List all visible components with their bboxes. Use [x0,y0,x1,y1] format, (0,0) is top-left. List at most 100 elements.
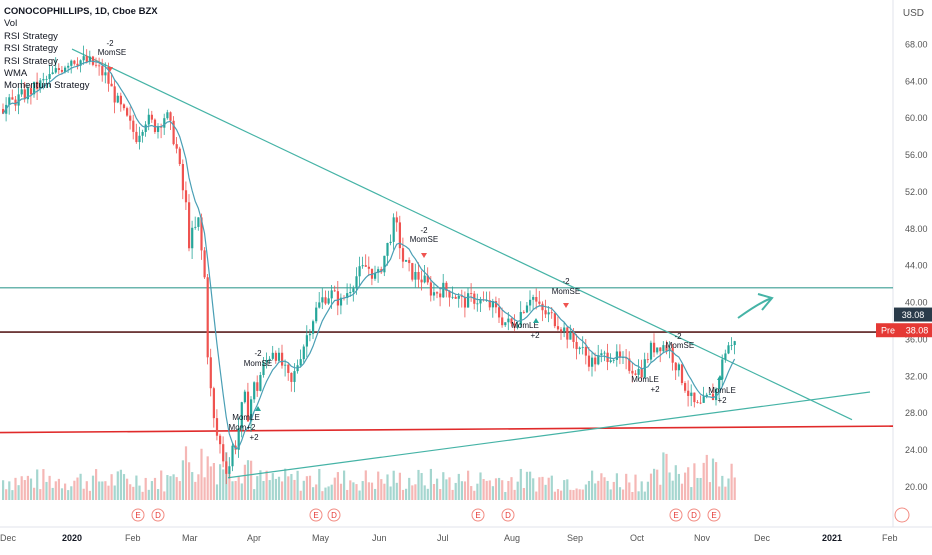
strategy-long-label: MomLE [232,413,260,422]
candle-body [432,292,436,296]
candle-body [181,164,184,191]
volume-bar [333,477,336,500]
symbol-title[interactable]: CONOCOPHILLIPS, 1D, Cboe BZX [4,6,158,17]
candle-body [104,72,107,76]
candle-body [157,126,160,132]
volume-bar [336,472,339,500]
candle-body [144,124,147,132]
volume-bar [57,478,60,500]
volume-bar [175,477,178,500]
volume-bar [122,474,126,500]
volume-bar [597,480,600,500]
time-axis-label: Aug [504,533,520,543]
volume-bar [671,480,674,500]
candle-body [529,299,532,306]
wma-line [2,60,736,450]
indicator-wma[interactable]: WMA [4,68,28,80]
volume-bar [281,481,284,500]
volume-bar [85,481,88,500]
volume-bar [243,464,246,500]
candle-body [327,298,330,304]
volume-bar [330,484,333,500]
volume-bar [460,481,463,500]
volume-bar [448,477,451,500]
candle-body [510,318,513,324]
dividend-marker [327,508,341,522]
candle-body [184,190,188,203]
candle-body [696,402,699,403]
volume-bar [327,486,330,500]
candle-body [507,318,510,323]
strategy-short-label: -2 [420,226,428,235]
volume-bar [532,478,535,500]
volume-bar [442,472,445,500]
earnings-marker [471,508,485,522]
candle-body [85,56,88,62]
time-axis-label: Nov [694,533,711,543]
volume-bar [457,473,460,500]
candle-body [677,364,680,371]
price-tick-label: 24.00 [905,445,928,455]
volume-bar [169,476,172,500]
volume-bar [290,473,293,500]
candle-body [265,360,268,363]
volume-bar [696,477,699,500]
indicator-rsi-1[interactable]: RSI Strategy [4,30,58,42]
indicator-vol[interactable]: Vol [4,18,18,30]
indicator-rsi-3[interactable]: RSI Strategy [4,55,58,67]
volume-bar [479,472,482,500]
volume-bar [659,484,662,500]
volume-bar [451,489,454,500]
volume-bar [445,479,448,500]
candle-body [318,302,321,308]
volume-bar [432,483,436,500]
strategy-short-label: -2 [562,277,570,286]
candle-body [305,335,308,347]
volume-bar [358,490,361,500]
volume-bar [138,485,141,500]
price-tick-label: 44.00 [905,261,928,271]
indicator-momentum[interactable]: Momentum Strategy [4,80,90,92]
volume-bar [67,490,70,500]
candle-body [429,282,432,296]
candle-body [417,271,420,280]
candle-body [501,317,504,326]
volume-bar [234,481,237,500]
volume-bar [70,486,73,500]
candle-body [730,345,733,346]
candle-body [70,60,73,66]
long-signal-arrow [533,318,539,323]
candle-body [45,78,48,80]
strategy-short-label: -2 [254,349,262,358]
candle-body [631,370,634,374]
candle-body [116,95,119,103]
candle-body [659,347,662,352]
volume-bar [39,489,42,500]
candle-body [392,217,395,242]
volume-bar [82,488,85,500]
volume-bar [23,480,26,500]
candle-body [138,135,141,143]
price-tick-label: 36.00 [905,334,928,344]
volume-bar [377,471,380,500]
volume-bar [308,475,312,500]
projection-arrow [737,297,773,319]
candle-body [110,83,113,87]
volume-bar [405,488,408,500]
legend: CONOCOPHILLIPS, 1D, Cboe BZX Vol RSI Str… [4,6,158,93]
volume-bar [172,474,175,500]
indicator-rsi-2[interactable]: RSI Strategy [4,43,58,55]
volume-bar [600,473,603,500]
price-tick-label: 28.00 [905,408,928,418]
volume-bar [383,483,386,500]
candle-body [479,299,482,304]
dividend-marker [151,508,165,522]
candle-body [122,104,126,109]
volume-bar [646,481,649,500]
volume-bar [200,448,203,500]
candle-body [178,148,181,165]
candle-body [727,345,730,354]
candle-body [26,88,29,100]
volume-bar [147,489,150,500]
